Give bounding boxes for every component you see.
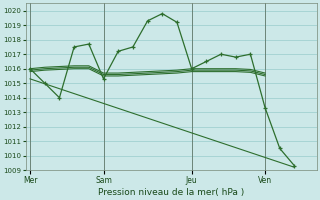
X-axis label: Pression niveau de la mer( hPa ): Pression niveau de la mer( hPa )	[98, 188, 244, 197]
